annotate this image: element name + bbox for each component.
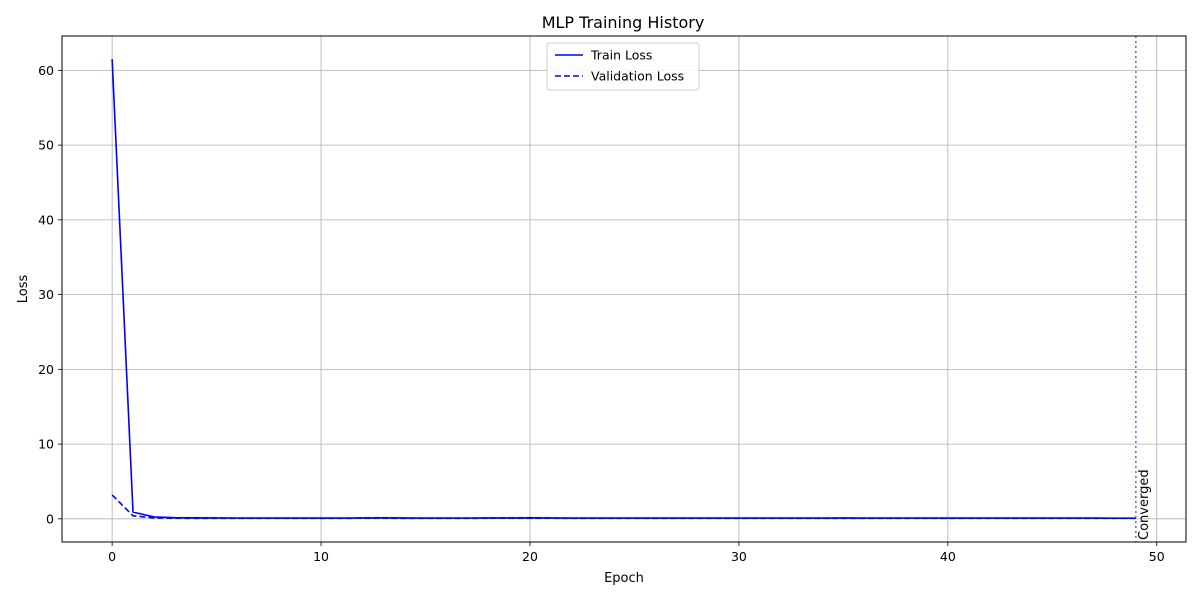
grid-lines <box>62 36 1186 542</box>
series-line-validation-loss <box>111 494 1136 520</box>
x-axis-label: Epoch <box>604 571 644 586</box>
y-tick-label: 40 <box>38 212 54 227</box>
y-tick-label: 30 <box>38 287 54 302</box>
y-tick-label: 0 <box>46 511 54 526</box>
x-tick-label: 0 <box>108 549 116 564</box>
y-tick-label: 20 <box>38 362 54 377</box>
series-line-train-loss <box>111 59 1136 519</box>
legend: Train Loss Validation Loss <box>546 42 700 91</box>
chart-title: MLP Training History <box>542 13 705 32</box>
x-tick-label: 10 <box>313 549 329 564</box>
legend-label: Validation Loss <box>591 69 684 84</box>
series-layer <box>111 59 1136 520</box>
legend-label: Train Loss <box>590 48 652 63</box>
axis-ticks: 0 10 20 30 40 50 0 10 20 30 40 50 60 <box>38 63 1165 564</box>
y-tick-label: 60 <box>38 63 54 78</box>
x-tick-label: 50 <box>1149 549 1165 564</box>
y-axis-label: Loss <box>16 275 31 304</box>
converged-label: Converged <box>1137 469 1152 540</box>
x-tick-label: 30 <box>731 549 747 564</box>
annotation-layer: Converged <box>1135 36 1152 542</box>
legend-box <box>546 42 700 91</box>
y-tick-label: 50 <box>38 138 54 153</box>
plot-area-frame <box>61 35 1187 543</box>
y-tick-label: 10 <box>38 437 54 452</box>
x-tick-label: 20 <box>522 549 538 564</box>
x-tick-label: 40 <box>940 549 956 564</box>
